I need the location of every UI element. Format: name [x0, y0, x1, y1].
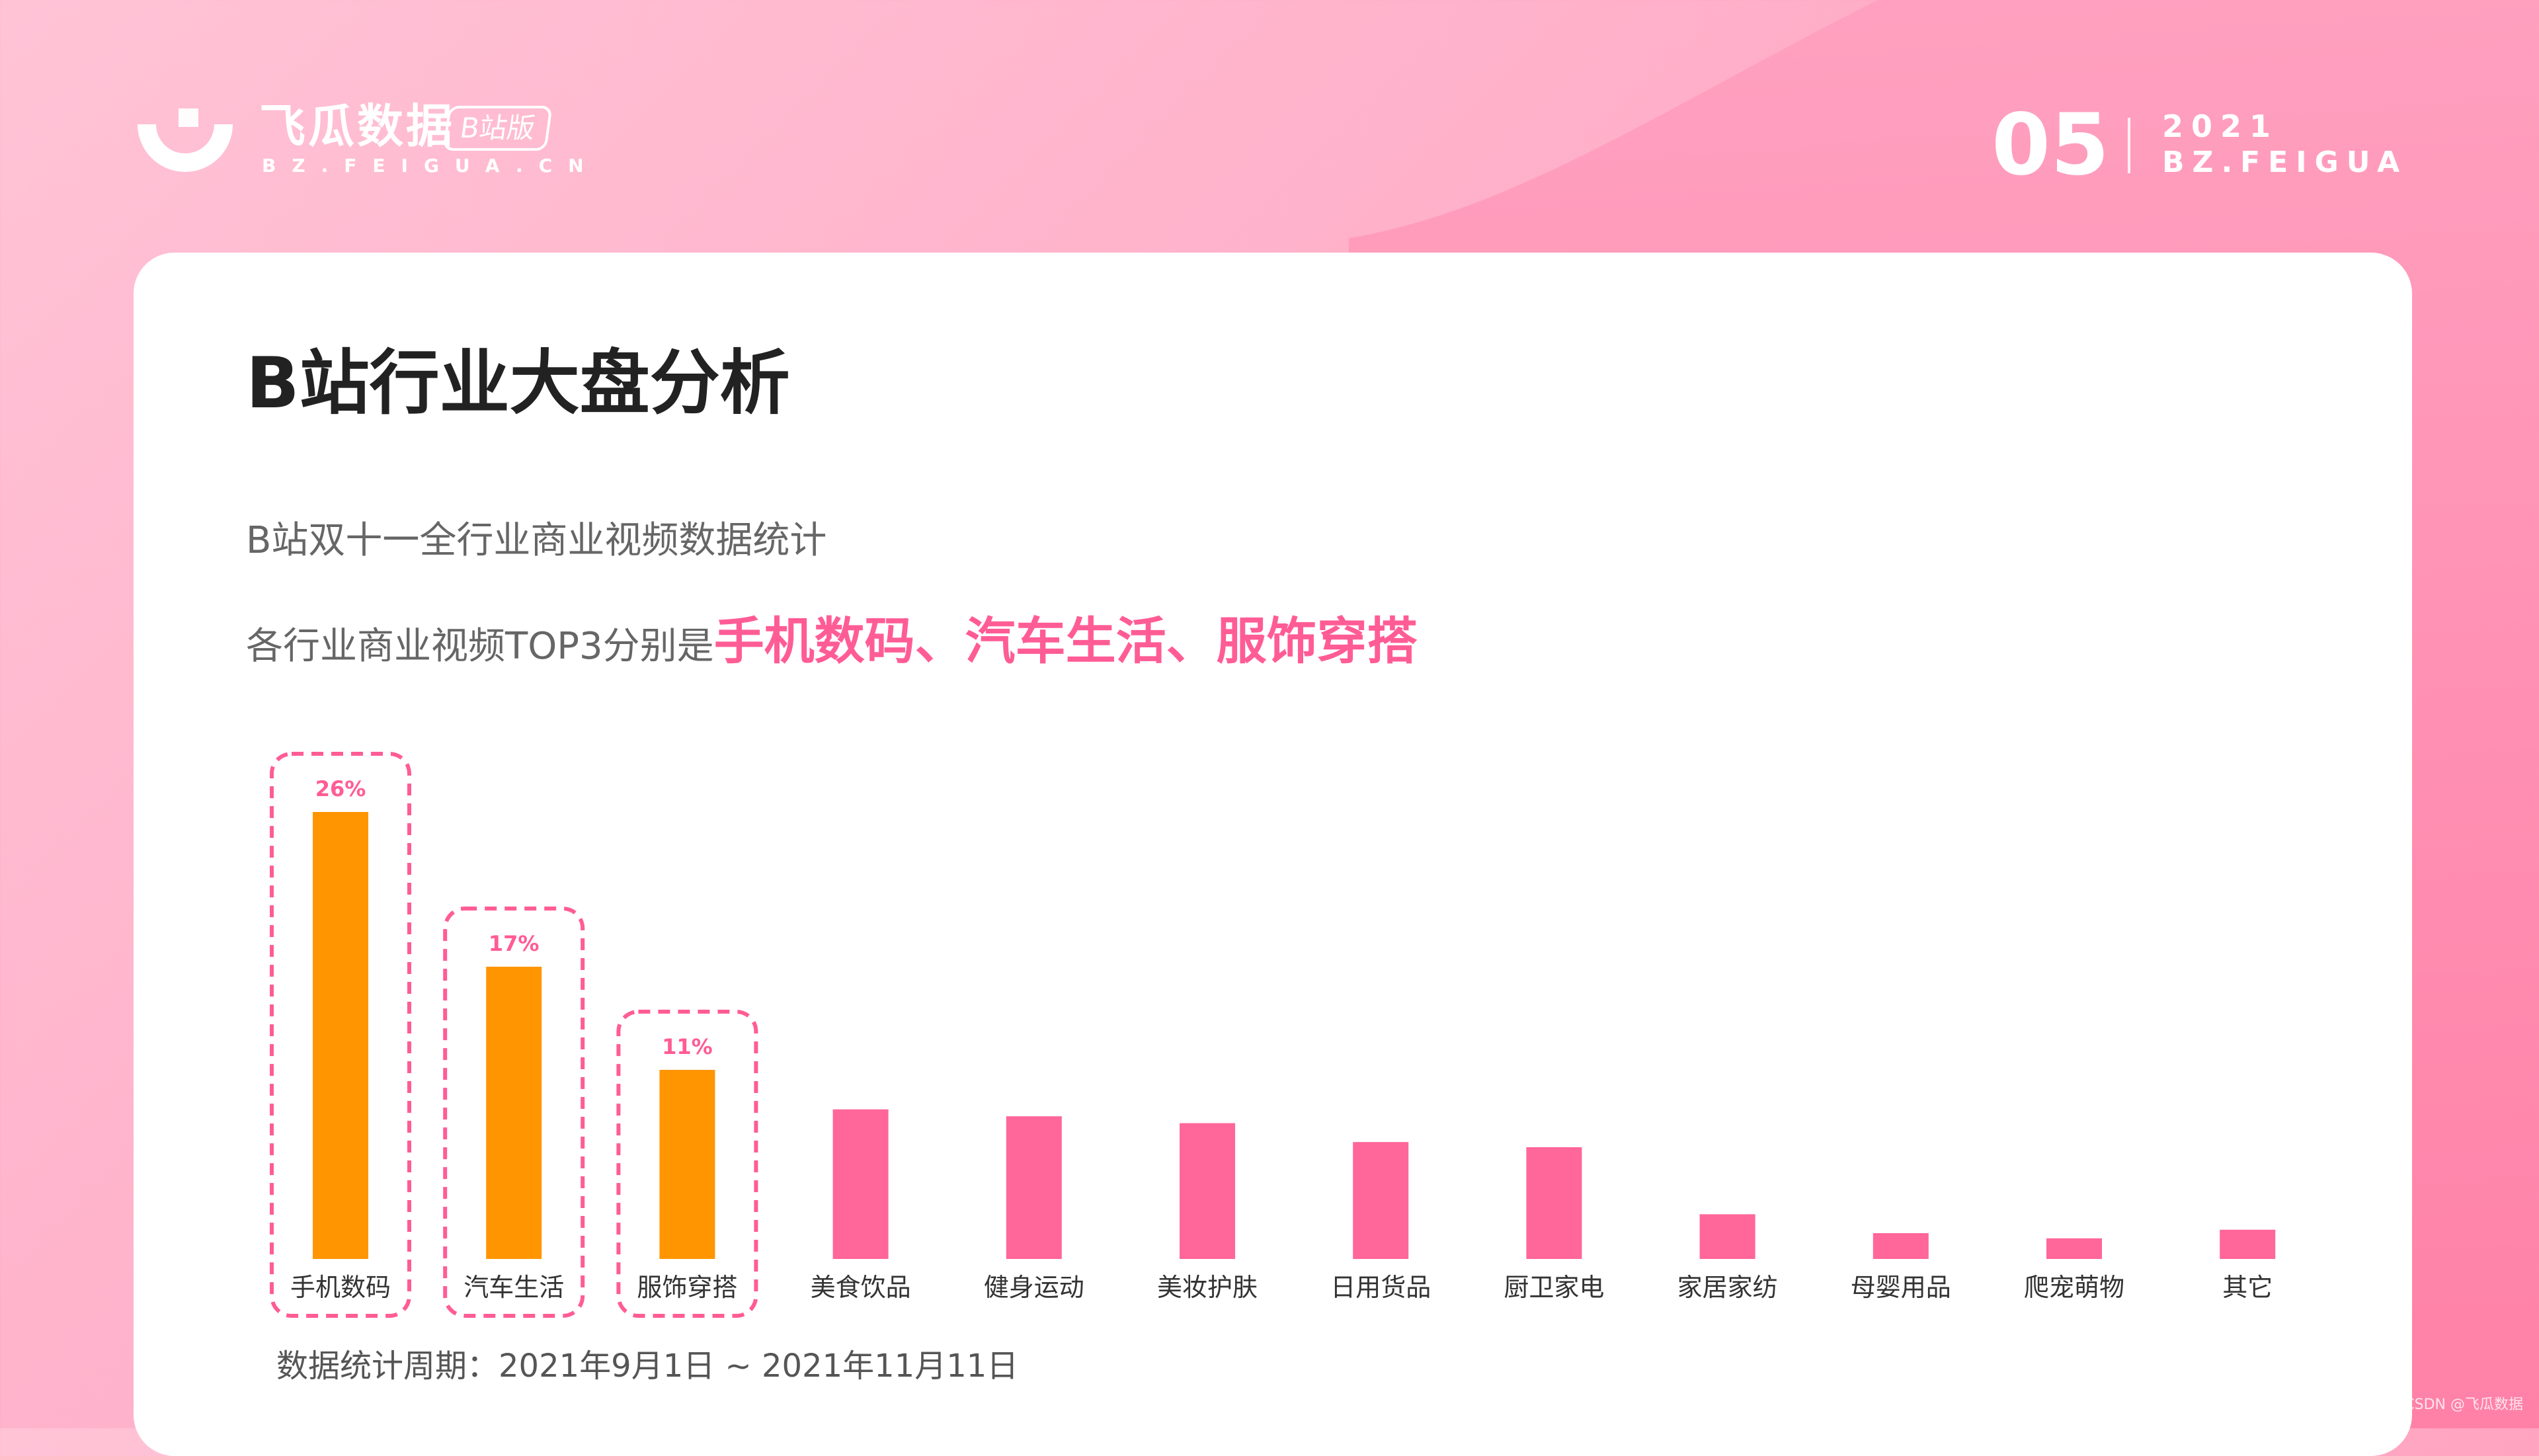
- bar: [1353, 1142, 1409, 1259]
- category-label: 爬宠萌物: [2024, 1273, 2124, 1302]
- bar: [832, 1109, 889, 1259]
- category-label: 厨卫家电: [1504, 1273, 1604, 1302]
- category-label: 其它: [2222, 1273, 2273, 1302]
- bar-value-label: 17%: [489, 931, 540, 956]
- page-brand: BZ.FEIGUA: [2162, 145, 2408, 179]
- top3-summary: 各行业商业视频TOP3分别是手机数码、汽车生活、服饰穿搭: [246, 608, 1418, 680]
- page-year: 2021: [2162, 108, 2279, 144]
- category-label: 健身运动: [984, 1273, 1084, 1302]
- bar: [1180, 1123, 1235, 1259]
- bar: [1699, 1214, 1755, 1259]
- bar: [486, 967, 542, 1259]
- page-title: B站行业大盘分析: [246, 343, 790, 424]
- bar: [2046, 1238, 2102, 1259]
- feigua-logo-icon: [138, 108, 233, 172]
- page-divider: [2128, 118, 2130, 173]
- top3-highlight: 手机数码、汽车生活、服饰穿搭: [713, 612, 1418, 670]
- top3-highlight-frame: [616, 1010, 758, 1318]
- bar-value-label: 11%: [662, 1034, 713, 1059]
- bar: [659, 1070, 715, 1259]
- category-label: 美食饮品: [811, 1273, 911, 1302]
- watermark: CSDN @飞瓜数据: [2404, 1396, 2523, 1413]
- bar: [1006, 1116, 1062, 1259]
- category-label: 家居家纺: [1677, 1273, 1778, 1302]
- category-label: 母婴用品: [1851, 1273, 1951, 1302]
- top3-prefix: 各行业商业视频TOP3分别是: [246, 625, 714, 668]
- bar: [1873, 1233, 1929, 1259]
- bar: [2220, 1229, 2276, 1259]
- page-subtitle: B站双十一全行业商业视频数据统计: [246, 519, 827, 562]
- category-label: 手机数码: [290, 1273, 391, 1302]
- top3-highlight-frame: [270, 752, 411, 1318]
- bar: [1526, 1147, 1582, 1259]
- category-label: 美妆护肤: [1157, 1273, 1258, 1302]
- top3-highlight-frame: [443, 907, 585, 1318]
- category-label: 服饰穿搭: [637, 1273, 737, 1302]
- brand-name: 飞瓜数据: [259, 99, 455, 153]
- category-label: 汽车生活: [463, 1273, 564, 1302]
- brand-url: BZ.FEIGUA.CN: [262, 155, 600, 177]
- page-number: 05: [1992, 96, 2110, 194]
- category-label: 日用货品: [1330, 1273, 1431, 1302]
- data-period-note: 数据统计周期：2021年9月1日 ~ 2021年11月11日: [276, 1348, 1019, 1385]
- bar-value-label: 26%: [315, 776, 366, 801]
- bar: [313, 812, 368, 1259]
